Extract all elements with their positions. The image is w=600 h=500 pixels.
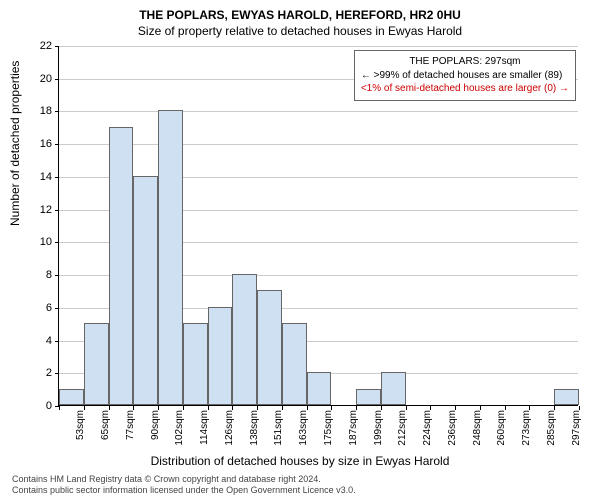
- xtick-label: 151sqm: [273, 410, 284, 446]
- xtick-mark: [232, 406, 233, 410]
- xtick-label: 212sqm: [397, 410, 408, 446]
- ytick-mark: [55, 242, 59, 243]
- ytick-label: 4: [30, 335, 52, 347]
- ytick-mark: [55, 373, 59, 374]
- ytick-label: 0: [30, 400, 52, 412]
- footer-line-1: Contains HM Land Registry data © Crown c…: [12, 474, 356, 485]
- histogram-bar: [84, 323, 109, 405]
- xtick-label: 102sqm: [174, 410, 185, 446]
- ytick-mark: [55, 341, 59, 342]
- xtick-mark: [158, 406, 159, 410]
- xtick-label: 297sqm: [571, 410, 582, 446]
- ytick-mark: [55, 111, 59, 112]
- xtick-mark: [331, 406, 332, 410]
- histogram-bar: [208, 307, 233, 405]
- ytick-mark: [55, 46, 59, 47]
- xtick-label: 273sqm: [521, 410, 532, 446]
- xtick-label: 163sqm: [298, 410, 309, 446]
- ytick-label: 8: [30, 269, 52, 281]
- xtick-label: 248sqm: [472, 410, 483, 446]
- xtick-mark: [455, 406, 456, 410]
- chart-container: THE POPLARS, EWYAS HAROLD, HEREFORD, HR2…: [0, 0, 600, 500]
- ytick-label: 18: [30, 105, 52, 117]
- histogram-bar: [133, 176, 158, 405]
- ytick-label: 2: [30, 367, 52, 379]
- ytick-mark: [55, 144, 59, 145]
- xtick-label: 138sqm: [249, 410, 260, 446]
- xtick-mark: [406, 406, 407, 410]
- xtick-label: 175sqm: [323, 410, 334, 446]
- ytick-label: 22: [30, 40, 52, 52]
- footer-attribution: Contains HM Land Registry data © Crown c…: [12, 474, 356, 496]
- xtick-label: 90sqm: [150, 410, 161, 440]
- histogram-bar: [381, 372, 406, 405]
- xtick-label: 53sqm: [75, 410, 86, 440]
- gridline: [59, 111, 578, 112]
- xtick-label: 77sqm: [125, 410, 136, 440]
- xtick-label: 126sqm: [224, 410, 235, 446]
- gridline: [59, 46, 578, 47]
- histogram-bar: [158, 110, 183, 405]
- xtick-label: 199sqm: [373, 410, 384, 446]
- chart-title-sub: Size of property relative to detached ho…: [0, 22, 600, 38]
- xtick-mark: [356, 406, 357, 410]
- gridline: [59, 144, 578, 145]
- footer-line-2: Contains public sector information licen…: [12, 485, 356, 496]
- legend-title: THE POPLARS: 297sqm: [361, 55, 569, 69]
- xtick-label: 114sqm: [199, 410, 210, 445]
- histogram-bar: [257, 290, 282, 405]
- ytick-mark: [55, 210, 59, 211]
- xtick-mark: [84, 406, 85, 410]
- xtick-mark: [133, 406, 134, 410]
- x-axis-label: Distribution of detached houses by size …: [0, 454, 600, 468]
- xtick-mark: [505, 406, 506, 410]
- ytick-label: 16: [30, 138, 52, 150]
- ytick-label: 6: [30, 302, 52, 314]
- xtick-label: 260sqm: [496, 410, 507, 446]
- chart-title-main: THE POPLARS, EWYAS HAROLD, HEREFORD, HR2…: [0, 0, 600, 22]
- histogram-bar: [183, 323, 208, 405]
- y-axis-label: Number of detached properties: [8, 61, 22, 226]
- xtick-label: 187sqm: [348, 410, 359, 446]
- ytick-label: 20: [30, 73, 52, 85]
- xtick-mark: [529, 406, 530, 410]
- ytick-mark: [55, 275, 59, 276]
- ytick-mark: [55, 79, 59, 80]
- legend-box: THE POPLARS: 297sqm ← >99% of detached h…: [354, 50, 576, 101]
- xtick-mark: [381, 406, 382, 410]
- histogram-bar: [109, 127, 134, 405]
- xtick-mark: [307, 406, 308, 410]
- histogram-bar: [356, 389, 381, 405]
- ytick-label: 14: [30, 171, 52, 183]
- ytick-mark: [55, 177, 59, 178]
- xtick-mark: [183, 406, 184, 410]
- xtick-mark: [208, 406, 209, 410]
- xtick-mark: [579, 406, 580, 410]
- xtick-mark: [282, 406, 283, 410]
- legend-line-larger: <1% of semi-detached houses are larger (…: [361, 82, 569, 96]
- xtick-label: 236sqm: [447, 410, 458, 446]
- ytick-mark: [55, 308, 59, 309]
- ytick-label: 12: [30, 204, 52, 216]
- xtick-mark: [257, 406, 258, 410]
- histogram-bar: [59, 389, 84, 405]
- xtick-mark: [109, 406, 110, 410]
- xtick-mark: [554, 406, 555, 410]
- xtick-label: 65sqm: [100, 410, 111, 440]
- histogram-bar: [232, 274, 257, 405]
- ytick-label: 10: [30, 236, 52, 248]
- histogram-bar: [282, 323, 307, 405]
- legend-line-smaller: ← >99% of detached houses are smaller (8…: [361, 69, 569, 83]
- xtick-label: 224sqm: [422, 410, 433, 446]
- xtick-label: 285sqm: [546, 410, 557, 446]
- xtick-mark: [59, 406, 60, 410]
- histogram-bar: [554, 389, 579, 405]
- xtick-mark: [480, 406, 481, 410]
- xtick-mark: [430, 406, 431, 410]
- histogram-bar: [307, 372, 332, 405]
